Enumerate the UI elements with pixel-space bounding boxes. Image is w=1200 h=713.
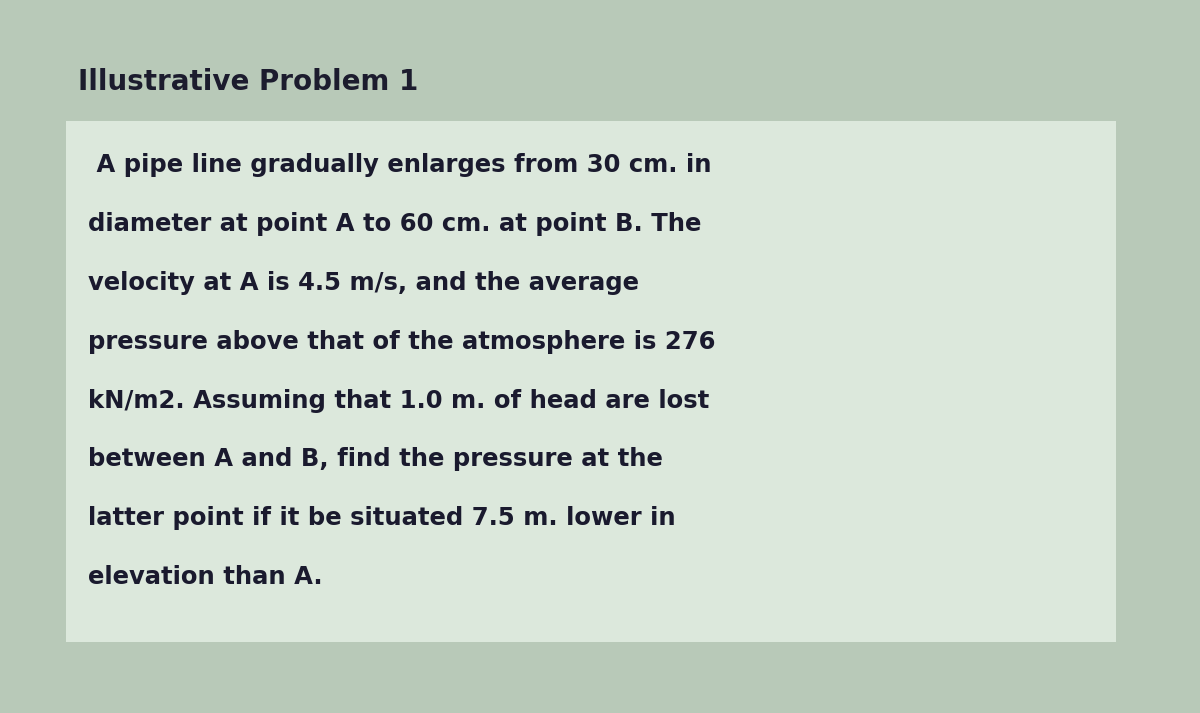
Text: elevation than A.: elevation than A. <box>88 565 323 589</box>
Text: between A and B, find the pressure at the: between A and B, find the pressure at th… <box>88 448 662 471</box>
FancyBboxPatch shape <box>66 121 1116 642</box>
Text: latter point if it be situated 7.5 m. lower in: latter point if it be situated 7.5 m. lo… <box>88 506 676 530</box>
Text: pressure above that of the atmosphere is 276: pressure above that of the atmosphere is… <box>88 329 715 354</box>
Text: diameter at point A to 60 cm. at point B. The: diameter at point A to 60 cm. at point B… <box>88 212 701 236</box>
Text: Illustrative Problem 1: Illustrative Problem 1 <box>78 68 419 96</box>
Text: A pipe line gradually enlarges from 30 cm. in: A pipe line gradually enlarges from 30 c… <box>88 153 712 178</box>
Text: velocity at A is 4.5 m/s, and the average: velocity at A is 4.5 m/s, and the averag… <box>88 271 638 295</box>
Text: kN/m2. Assuming that 1.0 m. of head are lost: kN/m2. Assuming that 1.0 m. of head are … <box>88 389 709 413</box>
